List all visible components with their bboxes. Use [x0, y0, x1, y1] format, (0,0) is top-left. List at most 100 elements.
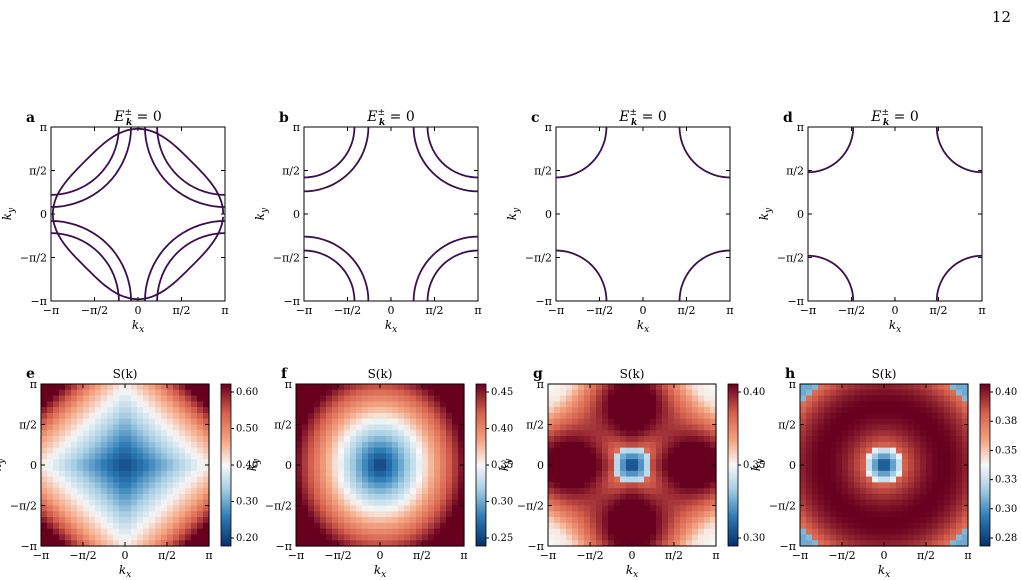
heatmap-cell — [710, 499, 717, 507]
heatmap-cell — [818, 540, 825, 547]
heatmap-cell — [434, 511, 441, 518]
heatmap-cell — [572, 517, 579, 524]
heatmap-cell — [866, 424, 873, 431]
heatmap-cell — [101, 418, 108, 426]
heatmap-cell — [584, 482, 591, 489]
heatmap-cell — [173, 401, 180, 408]
heatmap-cell — [692, 505, 699, 512]
heatmap-cell — [818, 505, 825, 512]
heatmap-cell — [962, 418, 969, 426]
heatmap-cell — [185, 407, 192, 414]
heatmap-cell — [95, 482, 102, 489]
heatmap-cell — [812, 412, 819, 420]
heatmap-cell — [914, 499, 921, 507]
heatmap-cell — [944, 540, 951, 547]
heatmap-cell — [812, 470, 819, 478]
heatmap-cell — [332, 407, 339, 414]
heatmap-cell — [800, 522, 807, 530]
heatmap-cell — [614, 459, 621, 466]
heatmap-cell — [836, 465, 843, 472]
heatmap-cell — [404, 517, 411, 524]
heatmap-cell — [626, 470, 633, 478]
heatmap-cell — [362, 499, 369, 507]
heatmap-cell — [362, 407, 369, 414]
heatmap-cell — [368, 511, 375, 518]
heatmap-cell — [422, 511, 429, 518]
heatmap-cell — [872, 528, 879, 536]
heatmap-cell — [668, 418, 675, 426]
heatmap-cell — [896, 465, 903, 472]
heatmap-cell — [602, 453, 609, 460]
heatmap-cell — [155, 476, 162, 483]
heatmap-cell — [962, 511, 969, 518]
heatmap-cell — [326, 395, 333, 402]
heatmap-cell — [362, 418, 369, 426]
heatmap-cell — [806, 534, 813, 541]
heatmap-cell — [644, 517, 651, 524]
heatmap-cell — [872, 522, 879, 530]
heatmap-cell — [938, 459, 945, 466]
heatmap-cell — [53, 493, 60, 501]
heatmap-cell — [47, 493, 54, 501]
heatmap-cell — [704, 412, 711, 420]
heatmap-cell — [59, 459, 66, 466]
heatmap-cell — [308, 517, 315, 524]
heatmap-cell — [896, 407, 903, 414]
heatmap-cell — [602, 395, 609, 402]
heatmap-cell — [380, 447, 387, 455]
heatmap-cell — [866, 465, 873, 472]
heatmap-cell — [107, 447, 114, 455]
heatmap-cell — [143, 389, 150, 397]
heatmap-cell — [926, 522, 933, 530]
heatmap-cell — [368, 517, 375, 524]
heatmap-cell — [65, 418, 72, 426]
heatmap-cell — [380, 534, 387, 541]
heatmap-cell — [173, 395, 180, 402]
heatmap-cell — [416, 528, 423, 536]
heatmap-cell — [938, 441, 945, 449]
heatmap-cell — [446, 517, 453, 524]
heatmap-cell — [125, 488, 132, 495]
heatmap-cell — [932, 447, 939, 455]
colorbar — [475, 383, 487, 547]
heatmap-cell — [680, 401, 687, 408]
heatmap-cell — [458, 528, 465, 536]
heatmap-cell — [710, 534, 717, 541]
heatmap-cell — [902, 534, 909, 541]
heatmap-cell — [962, 447, 969, 455]
heatmap-cell — [818, 528, 825, 536]
heatmap-cell — [314, 412, 321, 420]
heatmap-cell — [908, 522, 915, 530]
heatmap-cell — [926, 384, 933, 391]
heatmap-cell — [362, 488, 369, 495]
heatmap-cell — [440, 528, 447, 536]
heatmap-cell — [191, 441, 198, 449]
heatmap-cell — [458, 441, 465, 449]
heatmap-cell — [95, 453, 102, 460]
heatmap-cell — [554, 459, 561, 466]
heatmap-cell — [632, 384, 639, 391]
heatmap-cell — [314, 430, 321, 437]
colorbar-tick-label: 0.50 — [236, 424, 258, 435]
heatmap-cell — [416, 395, 423, 402]
heatmap-cell — [410, 436, 417, 443]
heatmap-cell — [878, 447, 885, 455]
heatmap-cell — [548, 453, 555, 460]
heatmap-cell — [932, 389, 939, 397]
heatmap-cell — [878, 493, 885, 501]
heatmap-cell — [332, 441, 339, 449]
heatmap-cell — [185, 517, 192, 524]
heatmap-cell — [596, 395, 603, 402]
heatmap-cell — [626, 395, 633, 402]
heatmap-cell — [392, 384, 399, 391]
heatmap-cell — [125, 499, 132, 507]
heatmap-cell — [692, 493, 699, 501]
heatmap-cell — [380, 441, 387, 449]
heatmap-cell — [656, 540, 663, 547]
heatmap-cell — [956, 424, 963, 431]
heatmap-cell — [668, 453, 675, 460]
heatmap-cell — [626, 389, 633, 397]
y-axis-label: ky — [757, 207, 774, 220]
heatmap-cell — [155, 534, 162, 541]
